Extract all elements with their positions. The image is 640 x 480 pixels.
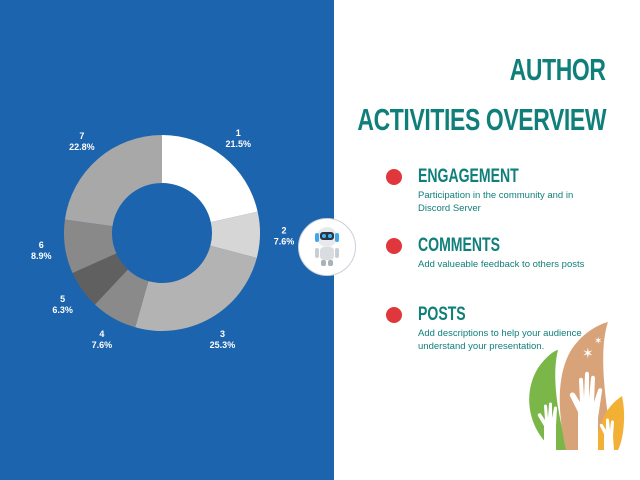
slice-label-3: 3 25.3% (210, 329, 236, 350)
donut-chart: 1 21.5% 2 7.6% 3 25.3% 4 7.6% 5 6.3% 6 8.9% 7 22.8% (31, 128, 295, 350)
donut-slice-3 (135, 245, 257, 331)
bullet-dot-icon (386, 169, 402, 185)
donut-slice-2 (210, 211, 260, 258)
donut-slice-7 (64, 135, 162, 227)
robot-icon (315, 227, 339, 266)
slice-label-6: 6 8.9% (31, 240, 52, 261)
page-title-line1: AUTHOR (510, 52, 606, 87)
slice-label-5: 5 6.3% (52, 294, 73, 315)
activity-description: Participation in the community and in Di… (418, 190, 574, 214)
activity-heading: ENGAGEMENT (418, 166, 519, 187)
svg-text:✶: ✶ (602, 355, 609, 364)
donut-slice-6 (63, 219, 117, 274)
donut-slice-1 (162, 135, 258, 223)
bullet-dot-icon (386, 238, 402, 254)
activity-heading: POSTS (418, 304, 466, 325)
activity-description: Add descriptions to help your audience u… (418, 328, 582, 352)
slice-label-4: 4 7.6% (92, 329, 113, 350)
slice-label-1: 1 21.5% (226, 128, 252, 149)
slice-label-7: 7 22.8% (69, 131, 95, 152)
donut-slice-5 (72, 253, 128, 305)
svg-text:✶: ✶ (594, 336, 602, 347)
slice-label-2: 2 7.6% (274, 225, 295, 246)
donut-slice-4 (94, 269, 149, 328)
raised-hands-illustration: ✶ ✶ ✶ (529, 322, 625, 450)
page-title-line2: ACTIVITIES OVERVIEW (357, 102, 606, 137)
activity-description: Add valueable feedback to others posts (418, 259, 585, 270)
chart-panel (0, 0, 334, 480)
avatar (298, 218, 356, 276)
svg-text:✶: ✶ (582, 346, 594, 362)
activity-heading: COMMENTS (418, 235, 501, 256)
bullet-dot-icon (386, 307, 402, 323)
